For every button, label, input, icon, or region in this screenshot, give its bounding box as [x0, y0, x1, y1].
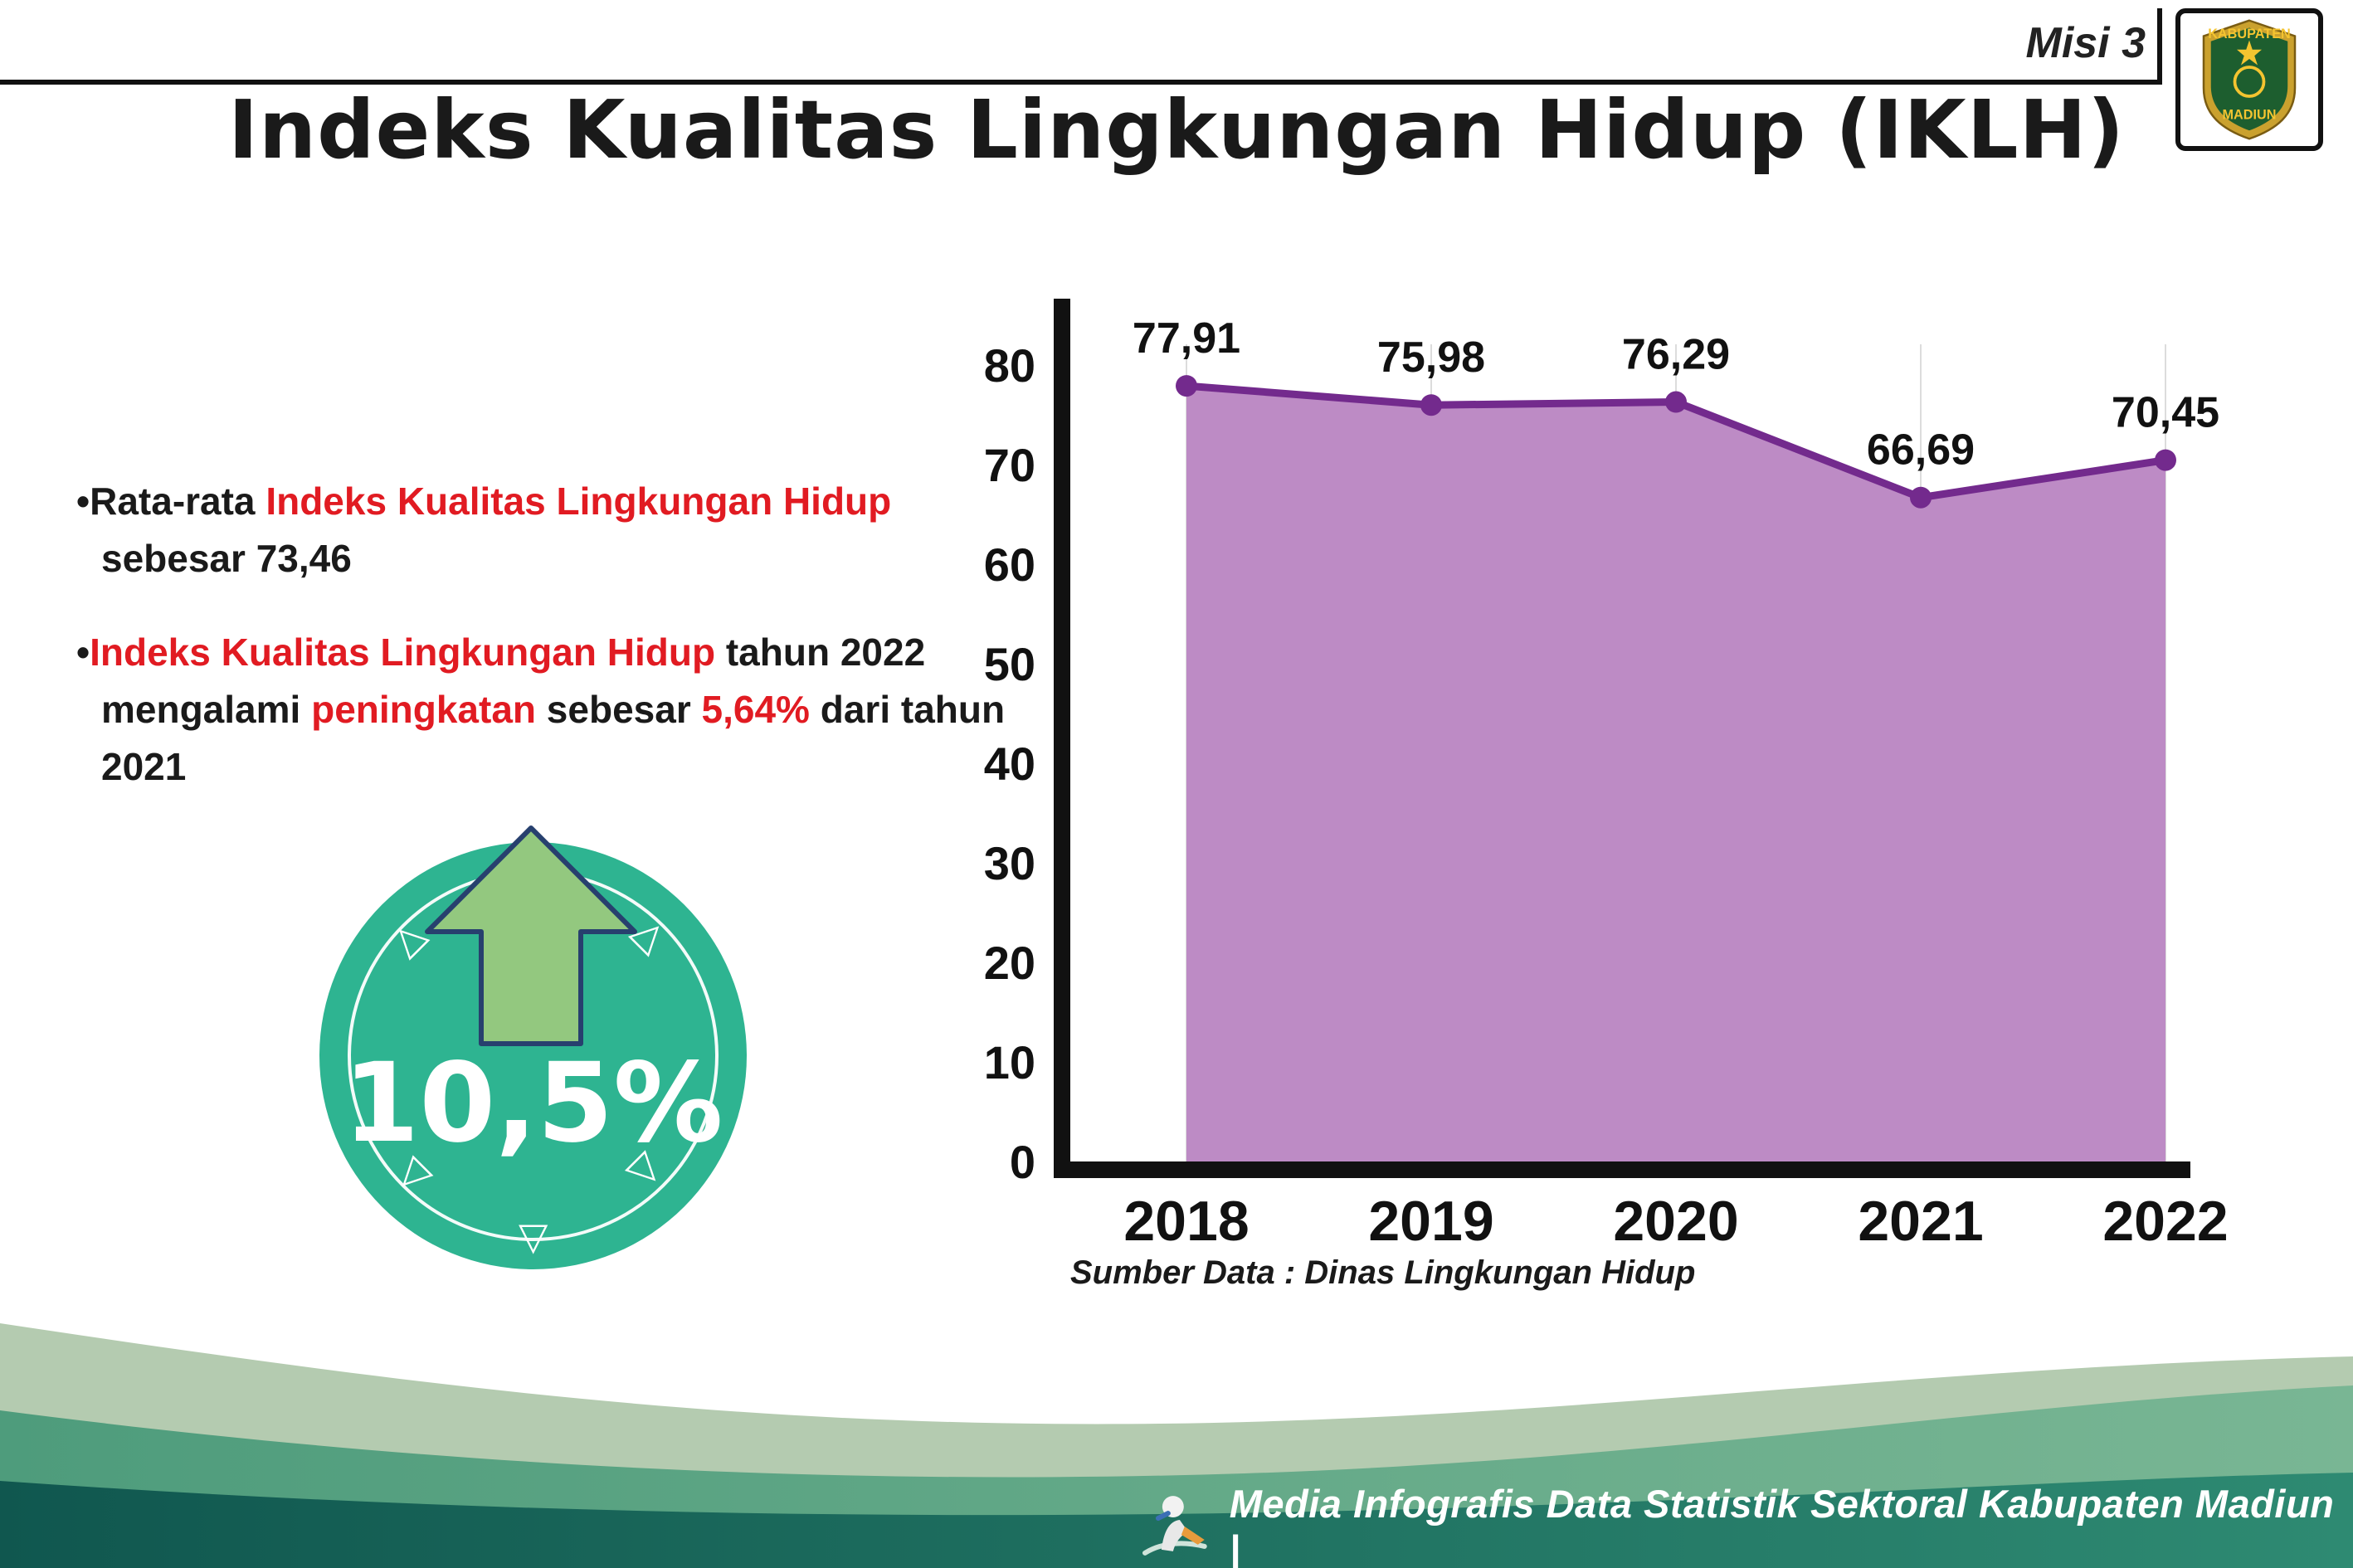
svg-text:20: 20 [984, 937, 1035, 989]
text-segment-highlight: Indeks Kualitas Lingkungan Hidup [266, 480, 892, 523]
svg-text:30: 30 [984, 837, 1035, 889]
svg-text:2019: 2019 [1368, 1190, 1493, 1253]
misi-label: Misi 3 [2025, 19, 2146, 67]
svg-text:2021: 2021 [1858, 1190, 1983, 1253]
svg-text:2018: 2018 [1123, 1190, 1249, 1253]
header-divider-corner [2157, 8, 2162, 85]
text-segment: dari tahun 2021 [101, 688, 1006, 788]
text-segment-highlight: Indeks Kualitas Lingkungan Hidup [90, 631, 716, 674]
footer-waves [0, 1323, 2353, 1568]
svg-text:76,29: 76,29 [1622, 331, 1730, 379]
svg-text:40: 40 [984, 738, 1035, 790]
svg-text:60: 60 [984, 538, 1035, 591]
badge-percentage-value: 10,5% [343, 1040, 723, 1167]
header-divider [0, 80, 2157, 85]
svg-text:77,91: 77,91 [1133, 314, 1240, 363]
svg-text:66,69: 66,69 [1867, 426, 1975, 475]
text-segment-highlight: peningkatan [311, 688, 537, 731]
iklh-area-chart: 0 10 20 30 40 50 60 70 80 77,91 75,98 76,29 66,69 70,… [938, 274, 2265, 1261]
footer-caption: Media Infografis Data Statistik Sektoral… [1137, 1482, 2353, 1568]
kabupaten-madiun-logo: KABUPATEN MADIUN [2175, 8, 2323, 151]
bullet-item-increase: •Indeks Kualitas Lingkungan Hidup tahun … [76, 631, 1006, 788]
svg-text:75,98: 75,98 [1377, 334, 1485, 382]
chart-canvas: 0 10 20 30 40 50 60 70 80 77,91 75,98 76,29 66,69 70,… [984, 299, 2229, 1253]
chart-source-note: Sumber Data : Dinas Lingkungan Hidup [1070, 1254, 1696, 1291]
svg-text:2022: 2022 [2102, 1190, 2228, 1253]
text-segment: Rata-rata [90, 480, 266, 523]
svg-text:50: 50 [984, 638, 1035, 690]
svg-text:70: 70 [984, 439, 1035, 491]
arrow-up-icon [425, 825, 637, 1046]
triangle-tick-icon: ▽ [519, 1215, 548, 1258]
svg-text:80: 80 [984, 339, 1035, 392]
text-segment-highlight: 5,64% [701, 688, 810, 731]
text-segment: sebesar 73,46 [101, 537, 352, 580]
emblem-icon: KABUPATEN MADIUN [2202, 19, 2297, 140]
svg-text:0: 0 [1010, 1136, 1035, 1188]
text-segment: tahun 2022 mengalami [101, 631, 926, 731]
svg-text:2020: 2020 [1613, 1190, 1738, 1253]
svg-text:70,45: 70,45 [2112, 389, 2219, 437]
page-title: Indeks Kualitas Lingkungan Hidup (IKLH) [227, 83, 2126, 177]
mascot-icon [1142, 1496, 1207, 1556]
svg-text:MADIUN: MADIUN [2223, 108, 2277, 123]
bullet-list: •Rata-rata Indeks Kualitas Lingkungan Hi… [76, 473, 1014, 832]
text-segment: sebesar [536, 688, 702, 731]
footer-caption-text: Media Infografis Data Statistik Sektoral… [1229, 1482, 2335, 1568]
bullet-item-average: •Rata-rata Indeks Kualitas Lingkungan Hi… [76, 480, 892, 580]
svg-text:KABUPATEN: KABUPATEN [2208, 27, 2291, 41]
svg-text:10: 10 [984, 1036, 1035, 1088]
